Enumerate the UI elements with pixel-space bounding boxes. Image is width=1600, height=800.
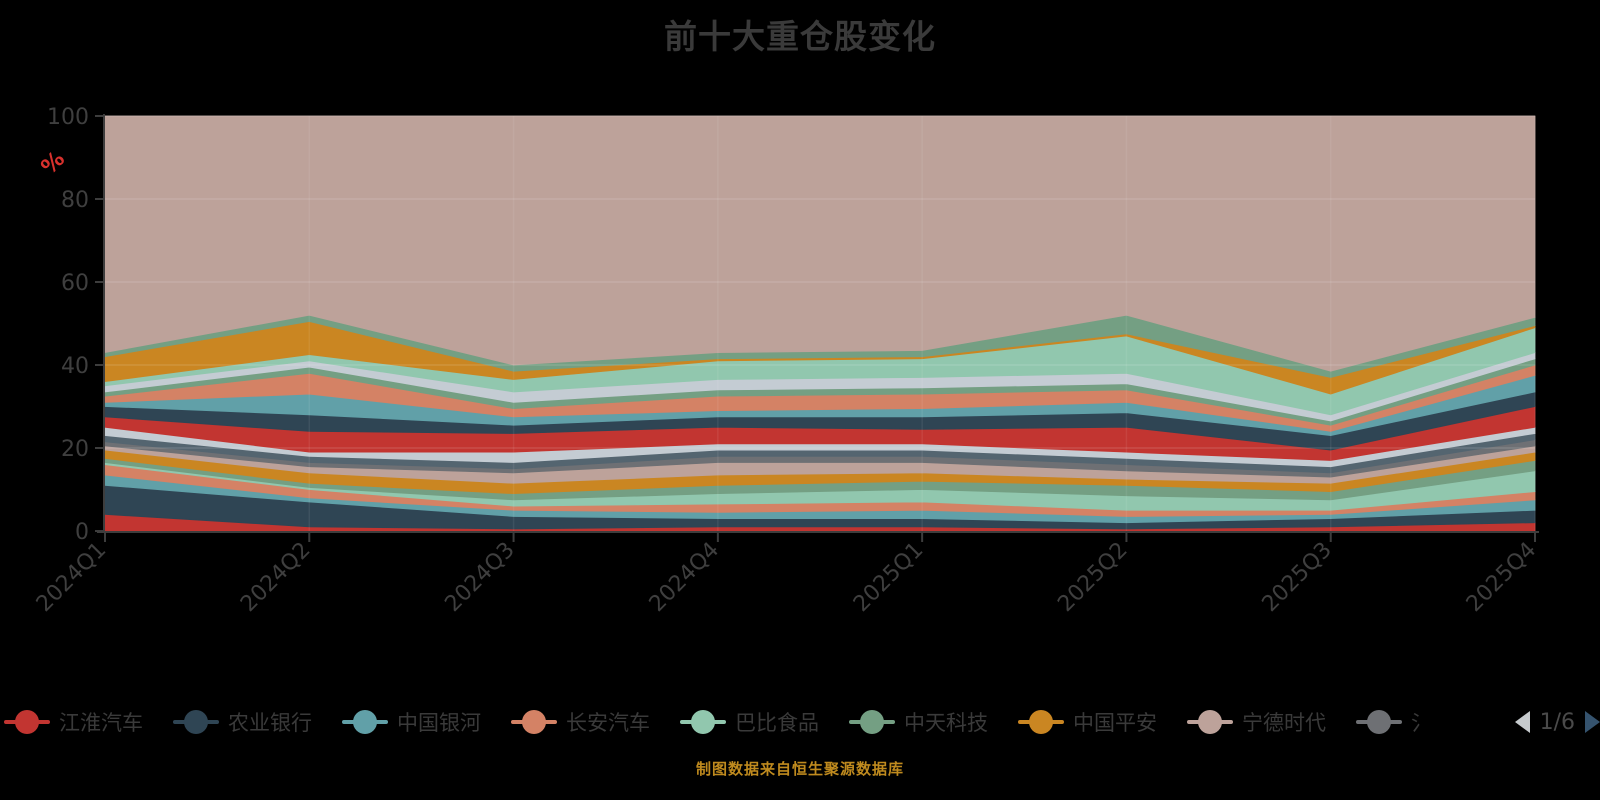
legend-item-label: 江淮汽车: [59, 711, 143, 735]
legend-item-中国银河[interactable]: 中国银河: [342, 707, 481, 737]
x-axis-label-2025Q3: 2025Q3: [1258, 538, 1337, 617]
x-axis-label-2024Q1: 2024Q1: [32, 538, 111, 617]
legend-item-clipped[interactable]: 氵: [1356, 707, 1422, 737]
legend-marker-icon: [1018, 710, 1064, 734]
x-axis-label-2024Q2: 2024Q2: [236, 538, 315, 617]
legend-item-label: 氵: [1411, 711, 1422, 735]
legend-item-label: 中天科技: [904, 711, 988, 735]
legend-page-indicator: 1/6: [1539, 709, 1575, 735]
legend-item-江淮汽车[interactable]: 江淮汽车: [4, 707, 143, 737]
legend-item-宁德时代[interactable]: 宁德时代: [1187, 707, 1326, 737]
x-axis-label-2025Q4: 2025Q4: [1462, 538, 1541, 617]
legend-item-巴比食品[interactable]: 巴比食品: [680, 707, 819, 737]
legend-marker-icon: [1187, 710, 1233, 734]
y-axis-unit-label: %: [37, 147, 70, 180]
legend-marker-icon: [4, 710, 50, 734]
x-axis-label-2024Q3: 2024Q3: [440, 538, 519, 617]
legend-marker-icon: [680, 710, 726, 734]
legend-item-label: 巴比食品: [735, 711, 819, 735]
x-axis-label-2025Q1: 2025Q1: [849, 538, 928, 617]
plot-areas[interactable]: [104, 115, 1536, 532]
legend-item-农业银行[interactable]: 农业银行: [173, 707, 312, 737]
legend-item-label: 中国平安: [1073, 711, 1157, 735]
legend-item-label: 宁德时代: [1242, 711, 1326, 735]
legend-item-label: 农业银行: [228, 711, 312, 735]
legend-next-arrow[interactable]: [1585, 711, 1600, 733]
legend-marker-icon: [511, 710, 557, 734]
x-axis-label-2025Q2: 2025Q2: [1053, 538, 1132, 617]
legend-marker-icon: [1356, 710, 1402, 734]
legend-pagination: 1/6: [1514, 706, 1600, 738]
legend-item-中天科技[interactable]: 中天科技: [849, 707, 988, 737]
legend-marker-icon: [849, 710, 895, 734]
chart-title: 前十大重仓股变化: [664, 17, 936, 56]
legend-prev-arrow[interactable]: [1514, 711, 1530, 733]
area-series-series21[interactable]: [104, 115, 1536, 372]
y-axis-label-80: 80: [61, 188, 89, 213]
y-axis-label-20: 20: [61, 437, 89, 462]
legend: 江淮汽车 农业银行 中国银河 长安汽车 巴比食品 中天科技 中国平安 宁德时代 氵: [4, 702, 1474, 742]
grid-lines: [105, 115, 1536, 531]
y-axis-label-100: 100: [47, 105, 89, 130]
legend-item-长安汽车[interactable]: 长安汽车: [511, 707, 650, 737]
y-axis-label-0: 0: [75, 520, 89, 545]
legend-marker-icon: [173, 710, 219, 734]
legend-item-label: 长安汽车: [566, 711, 650, 735]
data-source-caption: 制图数据来自恒生聚源数据库: [695, 760, 904, 778]
legend-item-label: 中国银河: [397, 711, 481, 735]
legend-item-中国平安[interactable]: 中国平安: [1018, 707, 1157, 737]
y-axis-label-40: 40: [61, 354, 89, 379]
x-axis-label-2024Q4: 2024Q4: [645, 538, 724, 617]
legend-marker-icon: [342, 710, 388, 734]
y-axis-label-60: 60: [61, 271, 89, 296]
